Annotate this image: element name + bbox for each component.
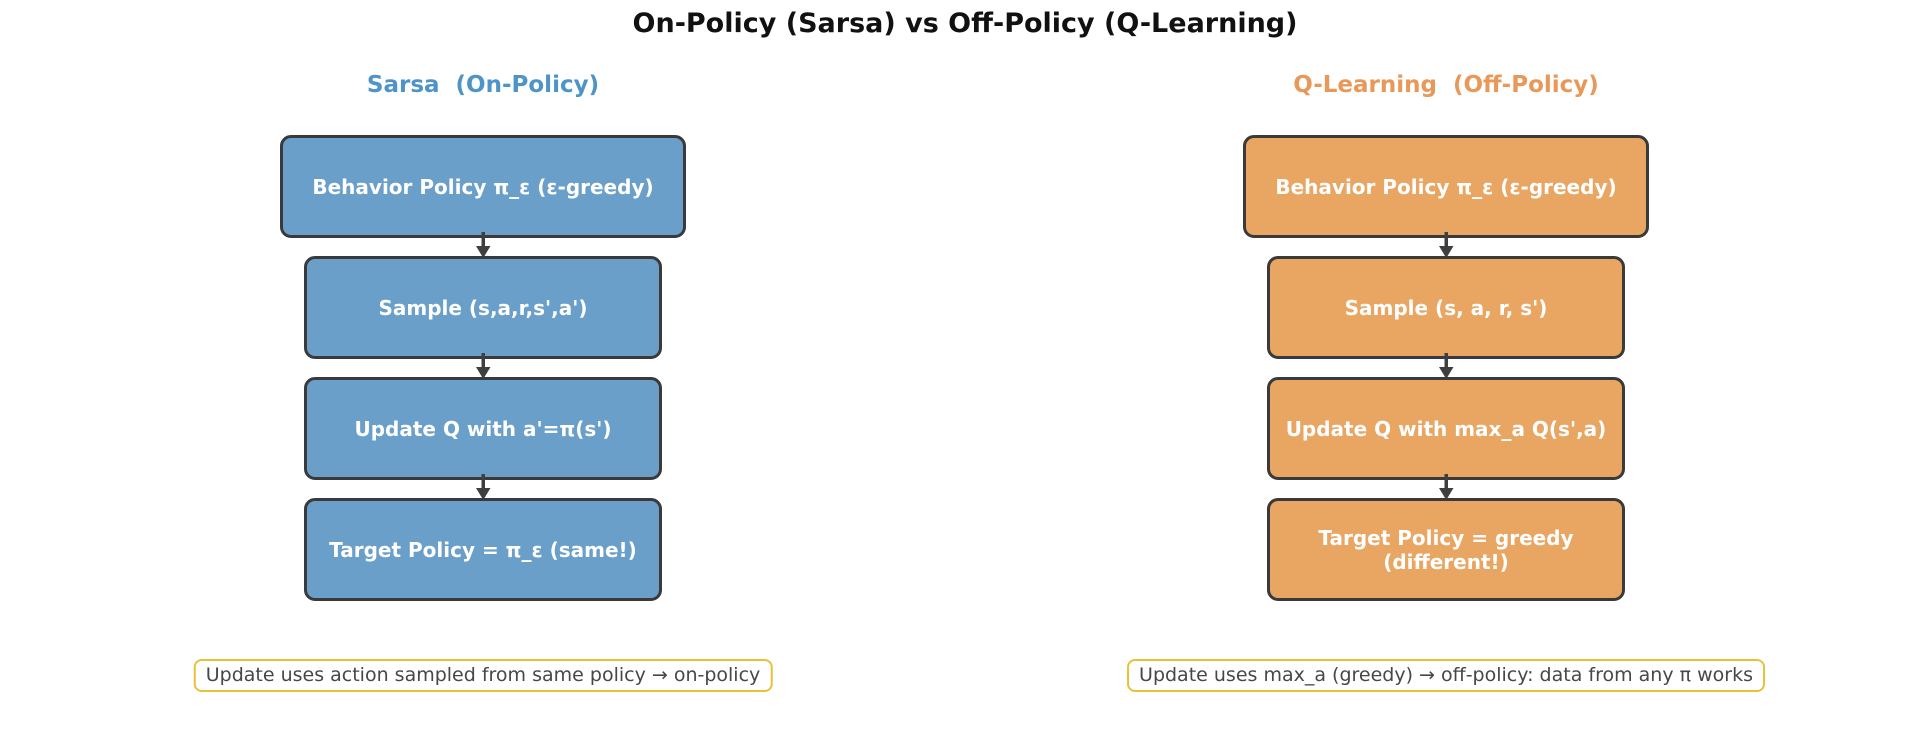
qlearning-column: Q-Learning (Off-Policy) Behavior Policy … — [1127, 0, 1765, 740]
sarsa-note: Update uses action sampled from same pol… — [193, 659, 773, 692]
sarsa-column-heading: Sarsa (On-Policy) — [366, 72, 600, 98]
arrow-down-icon — [1437, 232, 1455, 258]
arrow-down-icon — [474, 353, 492, 379]
qlearning-column-heading: Q-Learning (Off-Policy) — [1293, 72, 1599, 98]
arrow-down-icon — [1437, 353, 1455, 379]
arrow-down-icon — [474, 474, 492, 500]
qlearning-node-sample: Sample (s, a, r, s') — [1267, 256, 1625, 359]
sarsa-node-sample: Sample (s,a,r,s',a') — [304, 256, 662, 359]
arrow-down-icon — [1437, 474, 1455, 500]
sarsa-node-target-policy: Target Policy = π_ε (same!) — [304, 498, 662, 601]
qlearning-node-update-q: Update Q with max_a Q(s',a) — [1267, 377, 1625, 480]
qlearning-node-behavior-policy: Behavior Policy π_ε (ε-greedy) — [1243, 135, 1649, 238]
arrow-down-icon — [474, 232, 492, 258]
sarsa-column: Sarsa (On-Policy) Behavior Policy π_ε (ε… — [193, 0, 773, 740]
sarsa-node-update-q: Update Q with a'=π(s') — [304, 377, 662, 480]
page-title: On-Policy (Sarsa) vs Off-Policy (Q-Learn… — [632, 8, 1298, 39]
sarsa-node-behavior-policy: Behavior Policy π_ε (ε-greedy) — [280, 135, 686, 238]
qlearning-note: Update uses max_a (greedy) → off-policy:… — [1127, 659, 1765, 692]
qlearning-node-target-policy: Target Policy = greedy (different!) — [1267, 498, 1625, 601]
